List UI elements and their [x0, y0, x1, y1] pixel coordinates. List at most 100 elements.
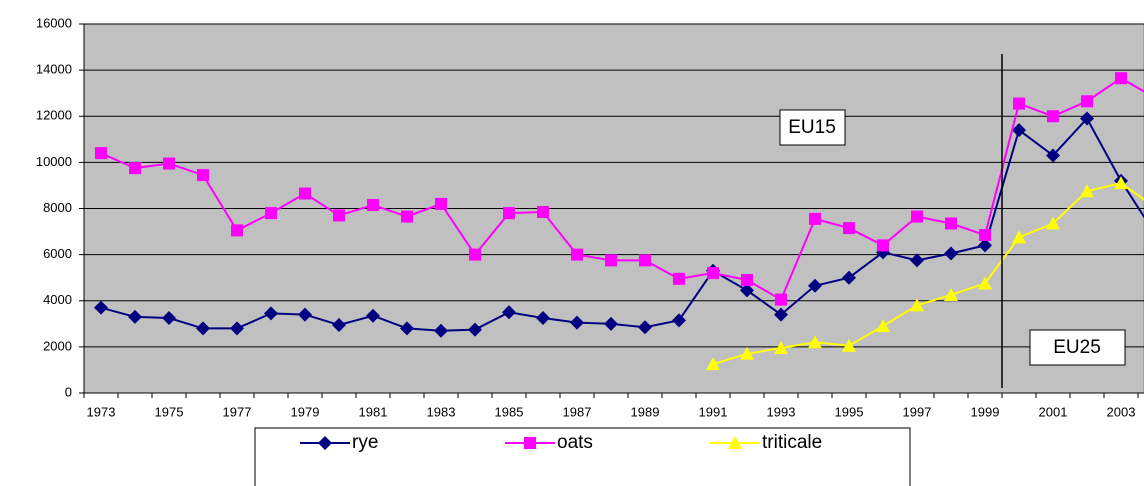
marker	[537, 205, 549, 218]
legend-label: rye	[352, 432, 378, 453]
marker	[435, 197, 447, 210]
marker	[469, 248, 481, 261]
annotation-box	[779, 109, 846, 146]
marker	[128, 309, 142, 324]
marker	[129, 162, 141, 175]
marker	[570, 315, 584, 330]
marker	[230, 321, 244, 336]
x-tick-label: 1975	[155, 404, 184, 419]
x-tick-label: 1987	[563, 404, 592, 419]
marker	[162, 311, 176, 326]
marker	[911, 210, 923, 223]
marker	[196, 321, 210, 336]
x-tick-label: 1989	[631, 404, 660, 419]
marker	[264, 306, 278, 321]
marker	[536, 311, 550, 326]
x-tick-label: 1997	[903, 404, 932, 419]
marker	[740, 346, 754, 360]
marker	[877, 239, 889, 252]
marker	[299, 187, 311, 200]
y-tick-label: 6000	[43, 246, 72, 261]
marker	[774, 341, 788, 355]
marker	[673, 272, 685, 285]
marker	[842, 338, 856, 352]
marker	[197, 169, 209, 182]
y-tick-label: 14000	[36, 62, 72, 77]
y-tick-label: 16000	[36, 15, 72, 30]
marker	[1012, 230, 1026, 244]
marker	[945, 217, 957, 230]
y-tick-label: 12000	[36, 108, 72, 123]
y-tick-label: 10000	[36, 154, 72, 169]
marker	[1080, 184, 1094, 198]
marker	[318, 436, 332, 450]
marker	[740, 283, 754, 298]
marker	[978, 238, 992, 253]
annotation: EU25	[1053, 337, 1101, 358]
marker	[639, 254, 651, 267]
marker	[1047, 110, 1059, 123]
y-tick-label: 0	[65, 384, 72, 399]
legend-items: rye oats triticale	[300, 432, 822, 453]
marker	[741, 273, 753, 286]
legend-label: triticale	[762, 432, 822, 453]
legend	[254, 427, 911, 486]
legend-label: oats	[557, 432, 593, 453]
marker	[604, 316, 618, 331]
marker	[434, 323, 448, 338]
x-tick-label: 1979	[291, 404, 320, 419]
x-tick-label: 1993	[767, 404, 796, 419]
marker	[706, 357, 720, 371]
marker	[605, 254, 617, 267]
annotation-box	[1029, 329, 1126, 366]
annotation: EU15	[788, 117, 836, 138]
x-tick-label: 1973	[87, 404, 116, 419]
marker	[502, 305, 516, 320]
marker	[1114, 176, 1128, 190]
x-tick-label: 1999	[971, 404, 1000, 419]
marker	[1115, 72, 1127, 85]
y-tick-label: 8000	[43, 200, 72, 215]
marker	[401, 210, 413, 223]
marker	[468, 322, 482, 337]
marker	[978, 276, 992, 290]
x-tick-label: 1995	[835, 404, 864, 419]
x-tick-label: 1985	[495, 404, 524, 419]
marker	[774, 307, 788, 322]
y-tick-label: 4000	[43, 292, 72, 307]
marker	[95, 147, 107, 160]
marker	[809, 212, 821, 225]
marker	[842, 270, 856, 285]
marker	[979, 229, 991, 242]
marker	[400, 321, 414, 336]
marker	[1046, 148, 1060, 163]
marker	[571, 248, 583, 261]
marker	[944, 246, 958, 261]
marker	[707, 267, 719, 280]
marker	[1013, 97, 1025, 110]
marker	[332, 317, 346, 332]
x-tick-label: 1991	[699, 404, 728, 419]
marker	[366, 308, 380, 323]
marker	[728, 436, 742, 449]
marker	[638, 320, 652, 335]
marker	[808, 278, 822, 293]
marker	[672, 313, 686, 328]
marker	[367, 199, 379, 212]
x-tick-label: 1983	[427, 404, 456, 419]
marker	[910, 253, 924, 268]
marker	[944, 287, 958, 301]
marker	[163, 157, 175, 170]
y-tick-label: 2000	[43, 338, 72, 353]
marker	[524, 437, 536, 449]
marker	[1081, 95, 1093, 108]
marker	[876, 319, 890, 333]
marker	[808, 335, 822, 349]
marker	[94, 300, 108, 315]
marker	[910, 298, 924, 312]
x-tick-label: 1977	[223, 404, 252, 419]
x-tick-label: 1981	[359, 404, 388, 419]
marker	[843, 222, 855, 235]
